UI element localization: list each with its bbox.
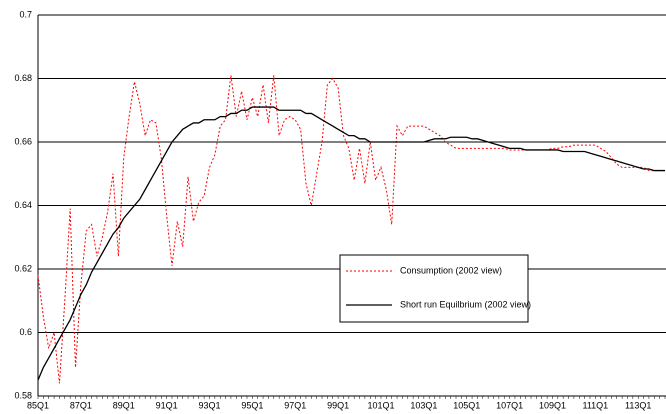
x-tick-label: 101Q1 [367,400,394,410]
legend: Consumption (2002 view) Short run Equilbr… [339,254,531,323]
x-tick-label: 109Q1 [539,400,566,410]
x-tick-label: 99Q1 [327,400,349,410]
y-tick-label: 0.66 [14,136,32,146]
y-tick-label: 0.58 [14,390,32,400]
legend-label: Consumption (2002 view) [400,265,502,275]
y-tick-label: 0.62 [14,263,32,273]
series-line [37,75,665,384]
x-tick-label: 91Q1 [156,400,178,410]
y-tick-label: 0.68 [14,73,32,83]
legend-label: Short run Equilbrium (2002 view) [400,299,531,309]
legend-box [339,254,529,323]
x-tick-label: 89Q1 [113,400,135,410]
x-tick-label: 105Q1 [453,400,480,410]
x-tick-label: 87Q1 [70,400,92,410]
y-tick-label: 0.6 [19,327,32,337]
x-tick-label: 93Q1 [198,400,220,410]
x-tick-label: 97Q1 [284,400,306,410]
x-tick-label: 111Q1 [582,400,608,410]
series-line [37,106,665,381]
y-tick-label: 0.64 [14,200,32,210]
x-tick-label: 103Q1 [410,400,437,410]
x-tick-label: 85Q1 [27,400,49,410]
x-tick-label: 95Q1 [241,400,263,410]
y-tick-label: 0.7 [19,9,32,19]
x-tick-label: 107Q1 [496,400,523,410]
x-tick-label: 113Q1 [625,400,651,410]
